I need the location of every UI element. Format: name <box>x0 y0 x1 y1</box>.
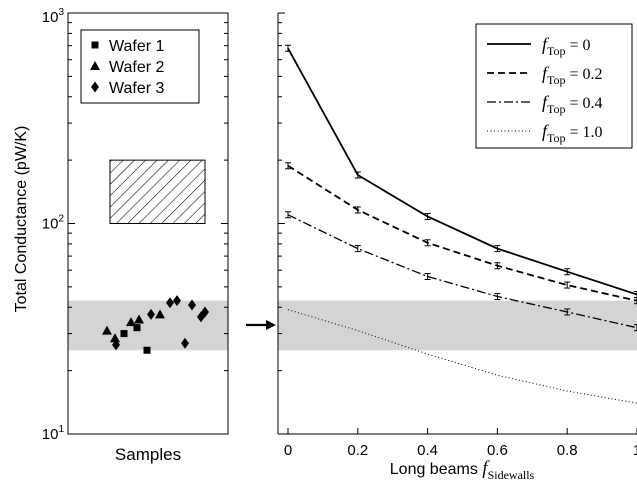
left-data-points <box>102 295 209 354</box>
legend-label: fTop = 0 <box>542 34 591 58</box>
right-axes <box>277 12 637 435</box>
data-point-square <box>120 330 128 338</box>
data-point-diamond <box>112 339 120 351</box>
error-bar <box>494 245 501 253</box>
error-bar <box>424 273 431 281</box>
error-bar <box>354 206 361 214</box>
legend-label: Wafer 1 <box>109 38 165 55</box>
error-bar <box>424 239 431 247</box>
data-point-diamond <box>201 306 209 318</box>
error-bar <box>494 262 501 270</box>
error-bar <box>424 212 431 220</box>
arrow-icon <box>246 320 276 330</box>
data-point-triangle <box>110 333 120 343</box>
x-tick-label: 0.6 <box>487 442 508 459</box>
data-point-diamond <box>147 308 155 320</box>
left-x-axis-label: Samples <box>115 445 181 464</box>
data-point-triangle <box>126 317 136 327</box>
left-legend-box <box>80 29 200 104</box>
legend-label: Wafer 3 <box>109 80 165 97</box>
error-bar <box>354 245 361 253</box>
x-tick-label: 1 <box>633 442 637 459</box>
error-bar <box>564 308 571 316</box>
data-point-triangle <box>134 314 144 324</box>
error-bar <box>285 162 291 170</box>
y-tick-label: 102 <box>42 214 65 233</box>
y-tick-label: 101 <box>42 424 65 443</box>
x-tick-label: 0.4 <box>417 442 438 459</box>
legend-marker-triangle <box>90 61 100 70</box>
y-tick-label: 103 <box>42 7 65 26</box>
legend-label: fTop = 1.0 <box>542 121 603 145</box>
legend-marker-square <box>91 41 99 49</box>
data-point-diamond <box>173 295 181 307</box>
legend-label: fTop = 0.4 <box>542 92 603 116</box>
left-shaded-band <box>68 300 228 351</box>
error-bar <box>634 324 637 332</box>
series-line-solid <box>287 47 637 296</box>
right-error-bars <box>285 44 637 332</box>
y-axis-label: Total Conductance (pW/K) <box>13 126 30 313</box>
right-x-axis-label: Long beams fSidewalls <box>390 458 535 482</box>
error-bar <box>564 281 571 289</box>
error-bar <box>564 268 571 276</box>
series-line-dotted <box>287 309 637 404</box>
legend-label: Wafer 2 <box>109 59 165 76</box>
error-bar <box>494 292 501 300</box>
data-point-diamond <box>166 297 174 309</box>
series-line-dashed <box>287 165 637 302</box>
data-point-triangle <box>155 309 165 319</box>
data-point-diamond <box>181 337 189 349</box>
right-legend: fTop = 0 fTop = 0.2 fTop = 0.4 fTop = 1.0 <box>475 23 633 149</box>
error-bar <box>285 211 291 219</box>
data-point-triangle <box>102 325 112 335</box>
right-series-lines <box>287 47 637 404</box>
x-tick-label: 0.2 <box>347 442 368 459</box>
x-tick-label: 0 <box>284 442 292 459</box>
error-bar <box>634 297 637 305</box>
legend-label: fTop = 0.2 <box>542 63 603 87</box>
error-bar <box>285 44 291 52</box>
data-point-diamond <box>188 299 196 311</box>
data-point-square <box>143 346 151 354</box>
data-point-square <box>133 324 141 332</box>
left-legend: Wafer 1 Wafer 2 Wafer 3 <box>80 29 200 104</box>
hatched-box <box>109 159 206 224</box>
legend-marker-diamond <box>91 81 99 93</box>
series-line-dashdot <box>287 214 637 329</box>
x-tick-label: 0.8 <box>557 442 578 459</box>
right-x-axis-ticks: 0 0.2 0.4 0.6 0.8 1 <box>284 428 637 459</box>
error-bar <box>354 171 361 179</box>
right-shaded-band <box>278 300 637 351</box>
left-y-axis-ticks: 101 102 103 <box>42 7 228 443</box>
